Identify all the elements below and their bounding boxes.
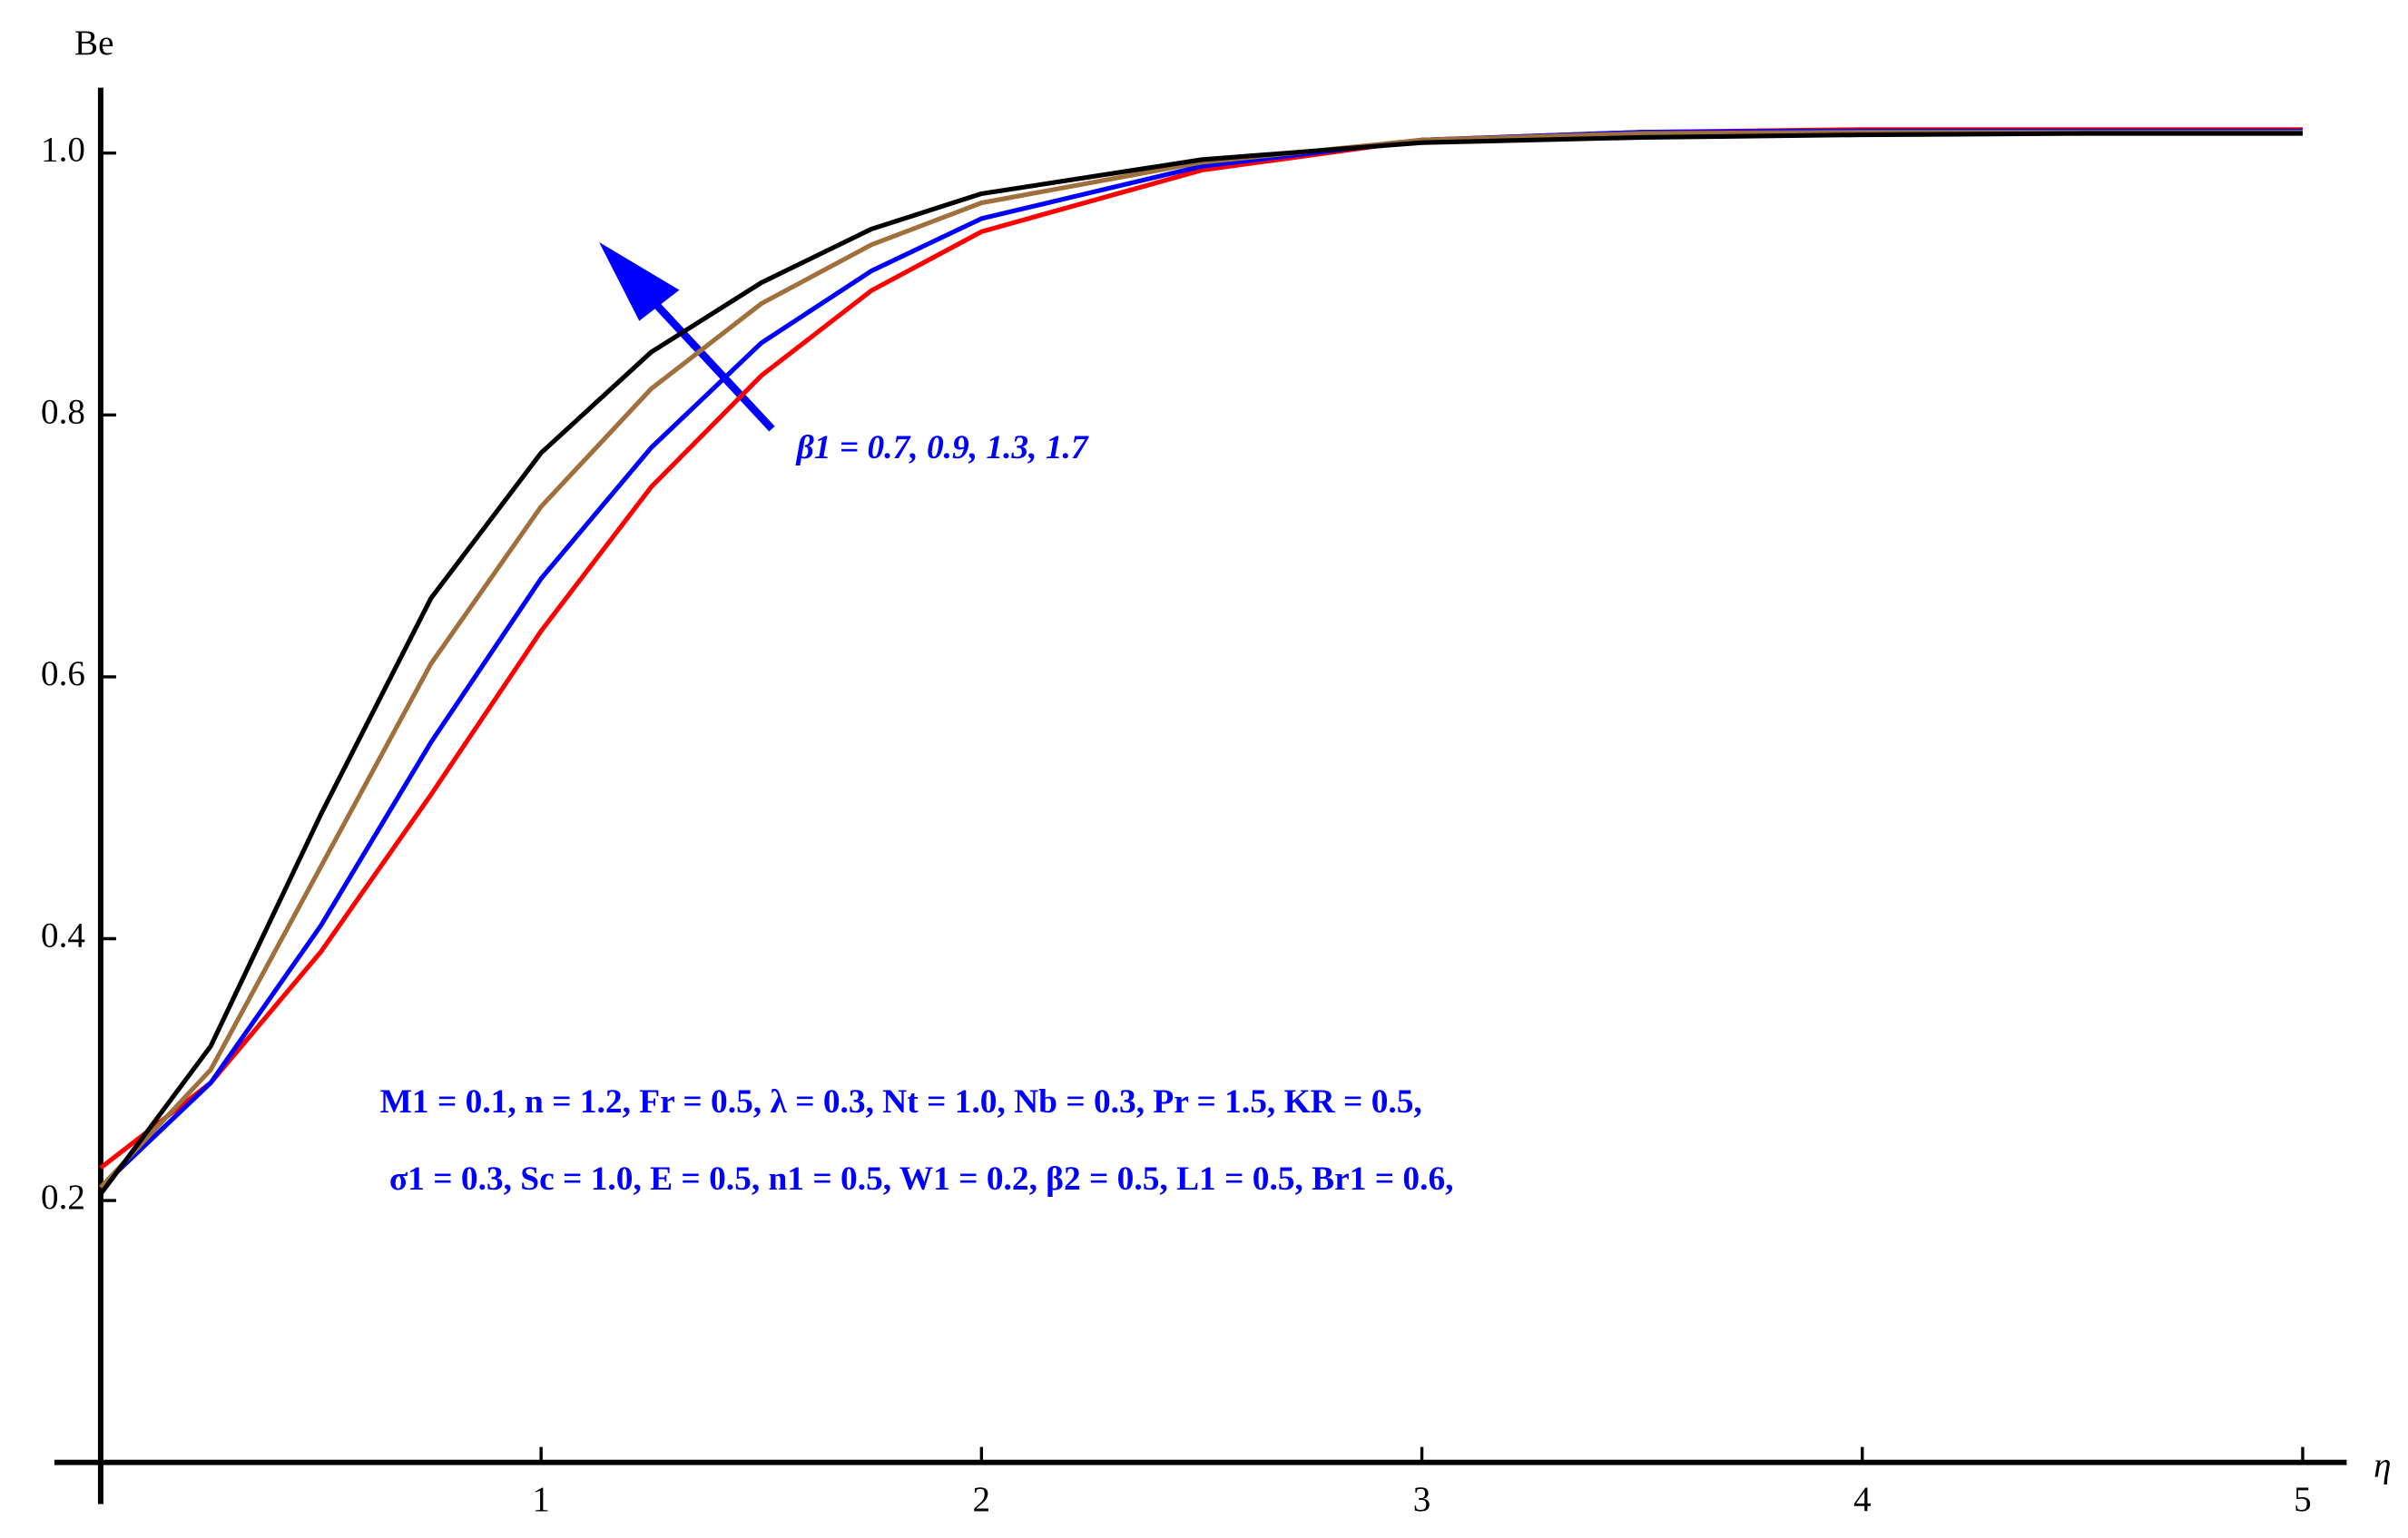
annotation: σ1 = 0.3, Sc = 1.0, E = 0.5, n1 = 0.5, W… bbox=[389, 1161, 1454, 1198]
y-tick-label: 0.8 bbox=[41, 392, 85, 431]
x-tick-label: 4 bbox=[1853, 1480, 1872, 1519]
y-tick-label: 0.6 bbox=[41, 654, 85, 693]
annotation-arrow bbox=[645, 293, 775, 432]
line-series bbox=[99, 128, 2303, 1190]
x-tick-label: 1 bbox=[532, 1480, 550, 1519]
x-tick-label: 2 bbox=[973, 1480, 991, 1519]
x-tick-label: 5 bbox=[2294, 1480, 2312, 1519]
x-tick-label: 3 bbox=[1413, 1480, 1431, 1519]
line-series bbox=[99, 127, 2303, 1171]
annotation: β1 = 0.7, 0.9, 1.3, 1.7 bbox=[795, 429, 1089, 466]
line-series bbox=[99, 130, 2303, 1190]
y-tick-label: 0.4 bbox=[41, 916, 85, 955]
x-axis-label: η bbox=[2374, 1445, 2391, 1484]
line-series bbox=[98, 131, 2303, 1196]
y-tick-label: 1.0 bbox=[41, 131, 85, 170]
y-tick-label: 0.2 bbox=[41, 1178, 85, 1217]
y-axis-label: Be bbox=[74, 24, 113, 63]
annotation: M1 = 0.1, n = 1.2, Fr = 0.5, λ = 0.3, Nt… bbox=[380, 1083, 1422, 1121]
annotation-arrowhead bbox=[599, 241, 680, 321]
